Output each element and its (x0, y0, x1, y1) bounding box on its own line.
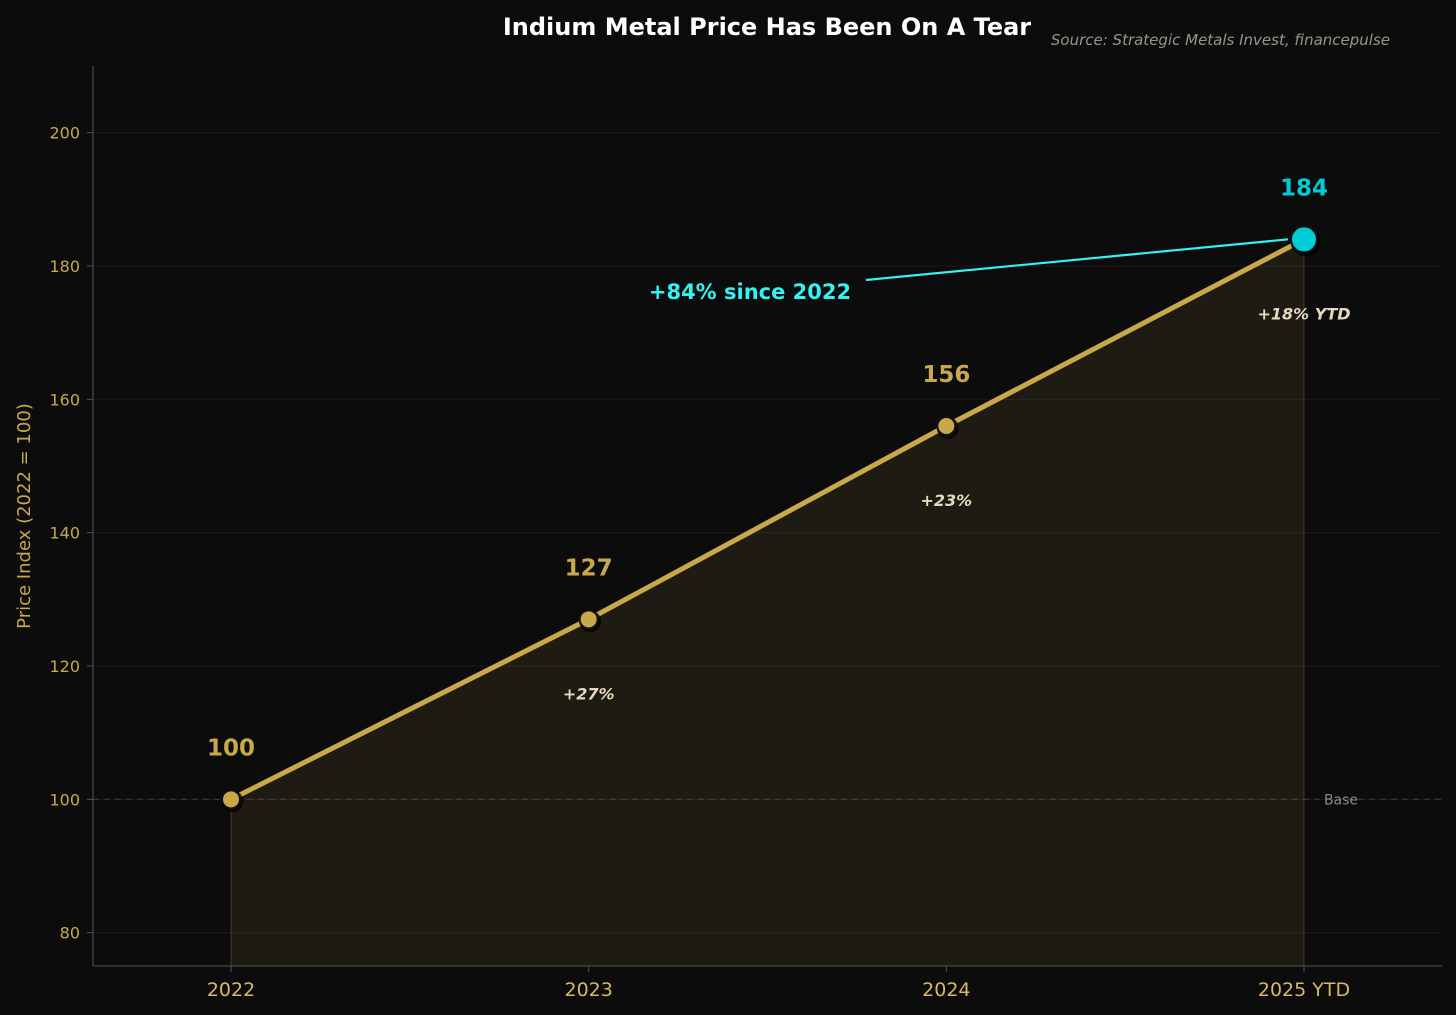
area-under-line (231, 239, 1304, 967)
baseline-label: Base (1324, 792, 1358, 808)
area-fill (230, 239, 1305, 967)
pct-change-label-1: +27% (563, 684, 615, 703)
callout-text: +84% since 2022 (649, 280, 851, 304)
series-line-path (228, 236, 1307, 802)
x-tick-label-1: 2023 (564, 979, 612, 1001)
callout-arrow (865, 238, 1289, 282)
data-point-3 (1290, 225, 1318, 254)
data-point-0 (221, 789, 241, 810)
y-tick-label-80: 80 (60, 924, 80, 943)
x-tick-label-3: 2025 YTD (1258, 979, 1350, 1001)
labels: Base 100 127 +27% 156 +23% 184 +18% YTD +84% sin… (207, 175, 1358, 808)
series-line (228, 236, 1307, 802)
y-tick-label-100: 100 (49, 790, 80, 809)
grid (93, 132, 1442, 934)
y-tick-label-200: 200 (49, 124, 80, 143)
pct-change-label-3: +18% YTD (1257, 304, 1350, 323)
y-axis-label: Price Index (2022 = 100) (14, 403, 35, 629)
y-tick-label-180: 180 (49, 257, 80, 276)
value-label-3: 184 (1280, 175, 1328, 201)
data-points (221, 225, 1321, 813)
y-tick-label-120: 120 (49, 657, 80, 676)
data-point-1 (578, 609, 599, 630)
y-tick-label-160: 160 (49, 390, 80, 409)
x-tick-label-2: 2024 (922, 979, 970, 1001)
chart-source: Source: Strategic Metals Invest, finance… (1051, 31, 1390, 49)
x-tick-label-0: 2022 (207, 979, 255, 1001)
pct-change-label-2: +23% (920, 491, 972, 510)
value-label-1: 127 (565, 555, 613, 581)
axes: 80 100 120 140 160 180 200 2022 2023 2024 2025 YTD (49, 66, 1442, 1001)
value-label-2: 156 (922, 362, 970, 388)
chart-title: Indium Metal Price Has Been On A Tear (503, 13, 1031, 41)
value-label-0: 100 (207, 735, 255, 761)
y-tick-label-140: 140 (49, 524, 80, 543)
data-point-2 (936, 416, 957, 436)
